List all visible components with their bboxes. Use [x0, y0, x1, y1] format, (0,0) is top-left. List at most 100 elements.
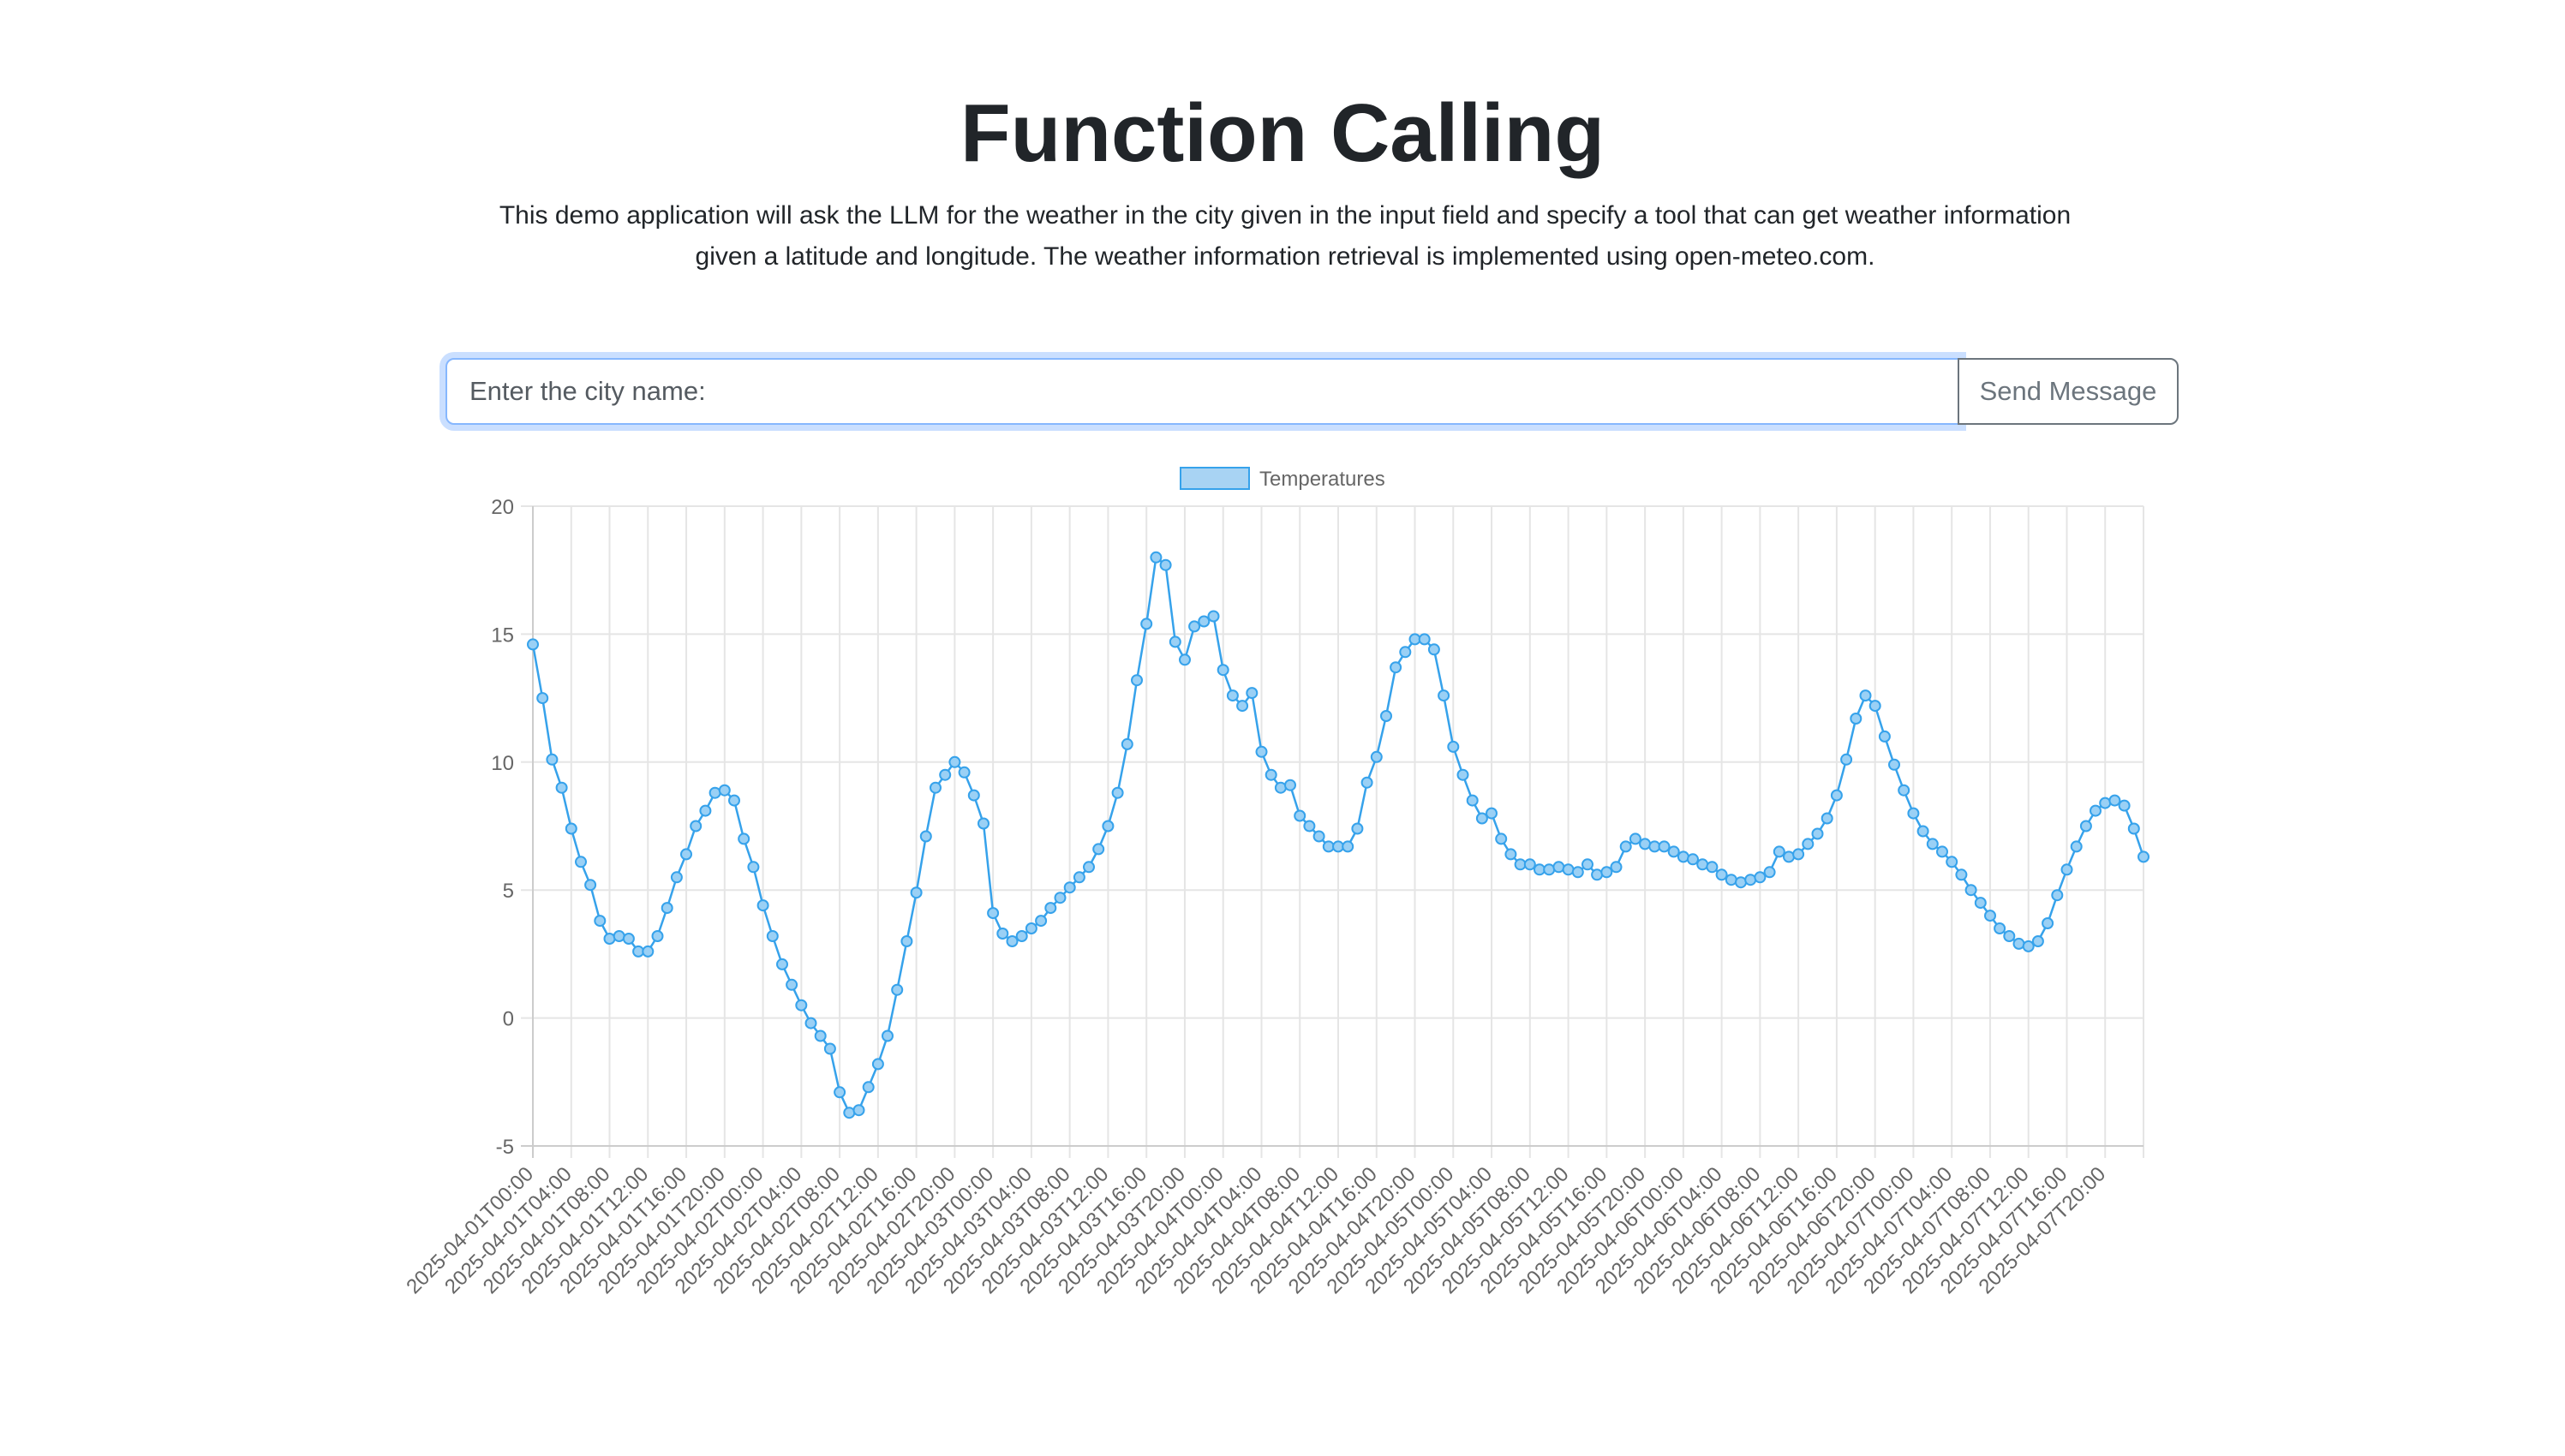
data-point	[1571, 866, 1584, 879]
x-tick-label: 2025-04-04T04:00	[1131, 1162, 1267, 1298]
data-point	[1342, 840, 1354, 853]
x-tick-label: 2025-04-05T00:00	[1323, 1162, 1459, 1298]
data-point	[1159, 558, 1172, 571]
x-tick-label: 2025-04-06T20:00	[1744, 1162, 1880, 1298]
data-point	[1504, 848, 1517, 861]
data-point	[1946, 856, 1958, 868]
data-point	[651, 930, 664, 942]
data-point	[2079, 820, 2092, 832]
data-point	[1083, 861, 1095, 874]
data-point	[1964, 884, 1977, 897]
data-point	[1390, 661, 1402, 674]
data-point	[1284, 779, 1296, 791]
data-point	[1015, 930, 1028, 942]
data-point	[795, 999, 808, 1011]
data-point	[2118, 799, 2131, 812]
data-point	[1006, 935, 1019, 947]
data-point	[2060, 863, 2073, 876]
data-point	[1447, 740, 1460, 753]
data-point	[1035, 915, 1048, 928]
data-point	[1763, 866, 1776, 879]
data-point	[536, 692, 549, 705]
data-point	[862, 1081, 875, 1094]
data-point	[1226, 689, 1239, 702]
x-tick-label: 2025-04-06T00:00	[1552, 1162, 1689, 1298]
data-point	[1303, 820, 1316, 832]
data-point	[670, 871, 683, 884]
data-point	[1025, 922, 1037, 934]
data-point	[958, 766, 971, 779]
x-tick-label: 2025-04-03T00:00	[862, 1162, 998, 1298]
x-tick-label: 2025-04-05T04:00	[1360, 1162, 1497, 1298]
x-tick-label: 2025-04-07T08:00	[1859, 1162, 1995, 1298]
data-point	[834, 1086, 846, 1099]
x-tick-label: 2025-04-02T08:00	[709, 1162, 845, 1298]
data-point	[1466, 794, 1479, 807]
city-input[interactable]	[445, 358, 1960, 425]
x-tick-label: 2025-04-02T20:00	[824, 1162, 960, 1298]
data-point	[1773, 845, 1785, 858]
data-point	[1475, 812, 1488, 825]
x-tick-label: 2025-04-07T04:00	[1821, 1162, 1957, 1298]
data-point	[1639, 838, 1652, 850]
data-point	[1754, 871, 1767, 884]
data-point	[1370, 750, 1383, 763]
data-point	[1926, 838, 1939, 850]
data-point	[1994, 922, 2006, 934]
data-point	[1802, 838, 1815, 850]
x-tick-label: 2025-04-06T16:00	[1706, 1162, 1842, 1298]
data-point	[930, 781, 942, 794]
x-tick-label: 2025-04-03T08:00	[939, 1162, 1075, 1298]
x-tick-label: 2025-04-06T12:00	[1667, 1162, 1803, 1298]
data-point	[823, 1042, 836, 1055]
data-point	[603, 933, 616, 945]
data-point	[1179, 653, 1191, 666]
data-point	[756, 899, 769, 912]
data-point	[1687, 853, 1699, 866]
data-point	[565, 822, 577, 835]
data-point	[728, 794, 740, 807]
data-point	[900, 935, 913, 947]
data-point	[747, 861, 760, 874]
series-line-temperatures	[531, 556, 2145, 1114]
data-point	[2108, 794, 2121, 807]
data-point	[1629, 832, 1641, 845]
x-tick-label: 2025-04-06T04:00	[1591, 1162, 1727, 1298]
data-point	[2003, 930, 2016, 942]
data-point	[1591, 868, 1604, 881]
x-tick-label: 2025-04-03T20:00	[1054, 1162, 1190, 1298]
data-point	[939, 768, 952, 781]
data-point	[1783, 850, 1795, 863]
y-tick-label: 0	[503, 1008, 514, 1031]
y-tick-label: -5	[496, 1136, 514, 1159]
data-point	[2127, 822, 2140, 835]
y-tick-label: 5	[503, 880, 514, 903]
send-message-button[interactable]: Send Message	[1958, 358, 2179, 425]
data-point	[1438, 689, 1450, 702]
data-point	[996, 928, 1009, 940]
data-point	[1332, 840, 1344, 853]
data-point	[584, 879, 597, 892]
data-point	[738, 832, 750, 845]
x-tick-label: 2025-04-03T04:00	[900, 1162, 1037, 1298]
data-point	[1916, 825, 1929, 838]
data-point	[1054, 892, 1067, 904]
data-point	[1063, 881, 1076, 894]
data-point	[1207, 610, 1220, 623]
data-point	[1380, 710, 1392, 722]
data-point	[690, 820, 703, 832]
data-point	[1868, 700, 1881, 713]
data-point	[852, 1104, 865, 1117]
data-point	[1821, 812, 1833, 825]
y-tick-label: 20	[491, 496, 514, 519]
data-point	[1265, 768, 1277, 781]
x-tick-label: 2025-04-01T04:00	[440, 1162, 577, 1298]
data-point	[1073, 871, 1085, 884]
data-point	[642, 945, 655, 958]
data-point	[1486, 807, 1498, 820]
data-point	[1725, 874, 1737, 886]
x-tick-label: 2025-04-04T00:00	[1092, 1162, 1229, 1298]
x-tick-label: 2025-04-04T20:00	[1284, 1162, 1420, 1298]
data-point	[804, 1017, 817, 1029]
data-point	[1102, 820, 1115, 832]
